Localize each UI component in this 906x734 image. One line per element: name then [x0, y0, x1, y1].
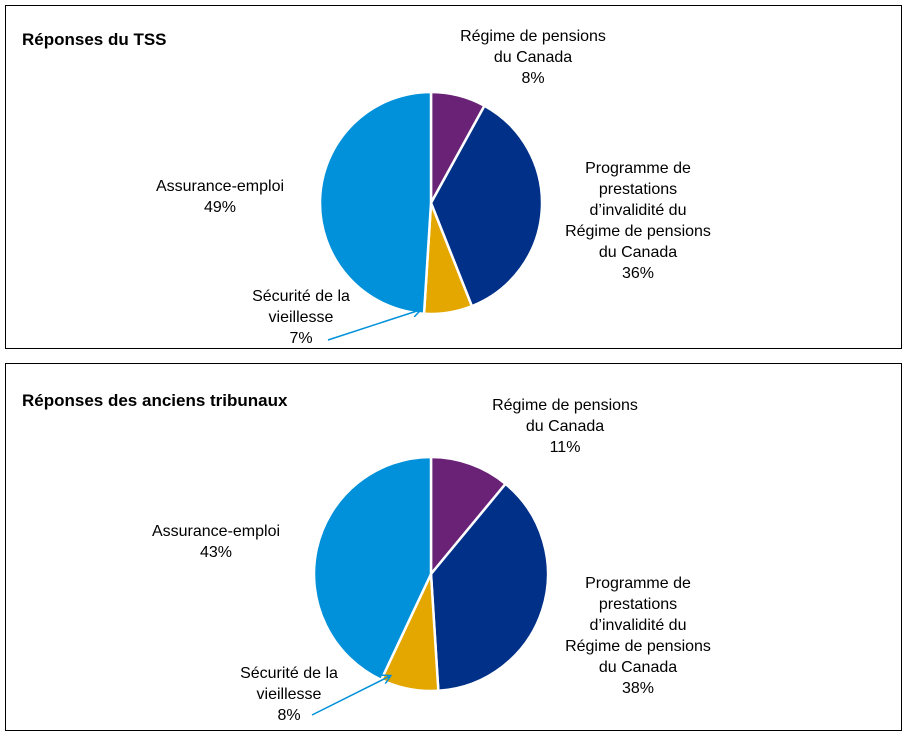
- leader-arrow: [311, 676, 390, 716]
- slice-value-label: 38%: [621, 680, 655, 697]
- slice-label-text: Régime de pensions: [565, 638, 711, 655]
- slice-label-text: Programme de: [585, 575, 691, 592]
- slice-label: Programme de prestations d’invalidité du Ré…: [565, 158, 711, 284]
- slice-label: Sécurité de la vieillesse 8%: [240, 663, 338, 726]
- slice-label-text: du Canada: [598, 659, 678, 676]
- slice-label-text: Assurance-emploi: [155, 178, 285, 195]
- pie-slice: [429, 482, 550, 693]
- slice-value-label: 8%: [277, 707, 301, 724]
- slice-label: Programme de prestations d’invalidité du Ré…: [565, 573, 711, 699]
- slice-label-text: Régime de pensions: [492, 397, 638, 414]
- slice-label-text: du Canada: [598, 244, 678, 261]
- slice-value-label: 43%: [199, 544, 233, 561]
- slice-value-label: 49%: [203, 199, 237, 216]
- slice-value-label: 36%: [621, 265, 655, 282]
- slice-value-label: 8%: [521, 70, 545, 87]
- pie-slice: [318, 90, 433, 316]
- leader-arrow: [327, 310, 420, 341]
- slice-label-text: du Canada: [493, 49, 573, 66]
- pie-slice: [312, 455, 433, 682]
- pie-slice: [429, 104, 544, 308]
- chart-title-tss: Réponses du TSS: [22, 30, 167, 49]
- slice-label: Sécurité de la vieillesse 7%: [252, 286, 350, 349]
- slice-label-text: Assurance-emploi: [151, 523, 281, 540]
- slice-label: Assurance-emploi 49%: [156, 176, 284, 218]
- slice-label-text: Régime de pensions: [565, 223, 711, 240]
- slice-label-text: prestations: [598, 181, 678, 198]
- slice-label-text: Régime de pensions: [460, 28, 606, 45]
- slice-value-label: 11%: [549, 439, 581, 456]
- slice-label: Assurance-emploi 43%: [152, 521, 280, 563]
- chart-title-old-tribunals: Réponses des anciens tribunaux: [22, 391, 288, 410]
- slice-label-text: vieillesse: [256, 686, 322, 703]
- slice-value-label: 7%: [289, 330, 313, 347]
- slice-label-text: d’invalidité du: [589, 617, 687, 634]
- slice-label: Régime de pensions du Canada 11%: [492, 395, 638, 458]
- slice-label-text: Programme de: [585, 160, 691, 177]
- slice-label-text: d’invalidité du: [589, 202, 687, 219]
- slice-label-text: du Canada: [525, 418, 605, 435]
- slice-label-text: Sécurité de la: [240, 665, 338, 682]
- slice-label-text: prestations: [598, 596, 678, 613]
- slice-label-text: Sécurité de la: [252, 288, 350, 305]
- pie-slice: [429, 455, 508, 578]
- slice-label-text: vieillesse: [268, 309, 334, 326]
- slice-label: Régime de pensions du Canada 8%: [460, 26, 606, 89]
